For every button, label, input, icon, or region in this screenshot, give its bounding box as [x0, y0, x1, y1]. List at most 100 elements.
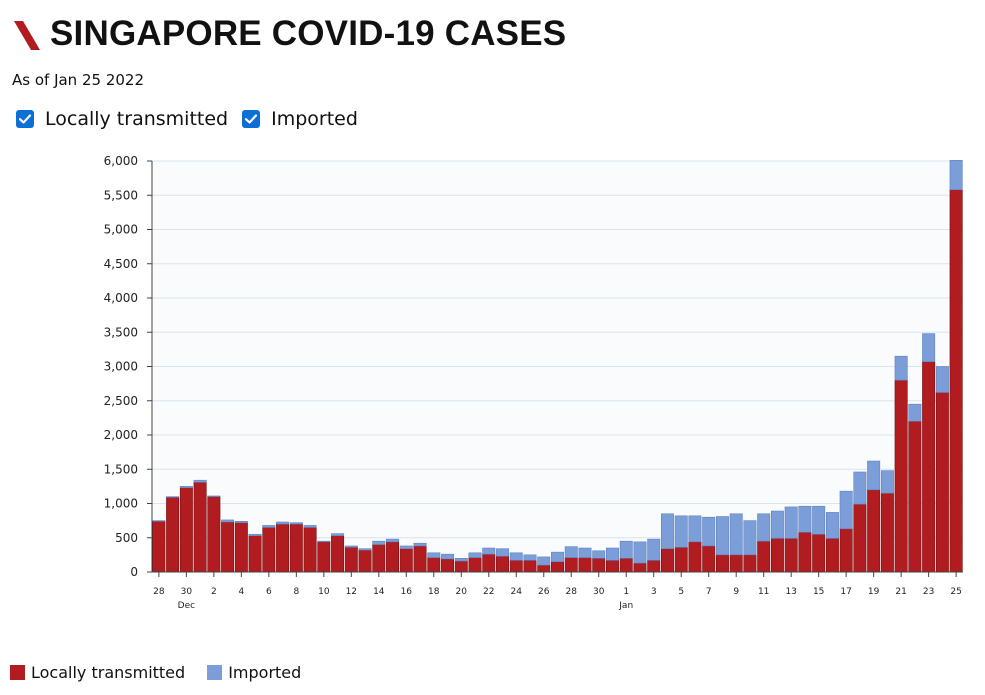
x-tick-label: 18 [428, 587, 440, 597]
bar-local [207, 496, 221, 573]
bar-imported [702, 516, 716, 547]
bar-imported [592, 550, 606, 559]
bar-imported [908, 403, 922, 422]
bar-local [221, 521, 235, 573]
bar-imported [949, 160, 963, 191]
bar-local [770, 538, 784, 573]
bar-imported [221, 519, 235, 523]
bar-imported [606, 547, 619, 561]
x-tick-label: 3 [651, 587, 657, 597]
bar-imported [880, 470, 894, 494]
bar-imported [825, 512, 839, 539]
bar-imported [853, 471, 867, 505]
bar-local [853, 503, 867, 573]
bar-imported [358, 548, 372, 551]
x-tick-label: 10 [318, 587, 330, 597]
bar-local [894, 379, 908, 573]
bar-local [179, 487, 193, 573]
bar-imported [248, 534, 262, 536]
bar-local [606, 560, 619, 573]
toggle-label: Imported [271, 108, 358, 130]
y-tick-label: 4,500 [104, 257, 138, 271]
y-tick-label: 3,500 [104, 325, 138, 339]
toggle-locally-transmitted[interactable]: Locally transmitted [16, 108, 228, 130]
legend-swatch [207, 665, 223, 680]
bar-imported [454, 557, 468, 562]
y-tick-label: 2,000 [104, 428, 138, 442]
checkbox-imported[interactable] [242, 110, 261, 128]
bar-imported [784, 506, 798, 539]
bar-imported [303, 525, 317, 528]
bar-local [660, 548, 674, 573]
x-tick-label: 6 [266, 587, 272, 597]
bar-local [413, 545, 427, 573]
x-tick-label: 28 [153, 587, 165, 597]
bar-local [537, 564, 551, 573]
bar-imported [372, 540, 386, 545]
x-tick-label: 22 [483, 587, 494, 597]
bar-imported [523, 554, 537, 561]
y-tick-label: 2,500 [104, 394, 138, 408]
bar-imported [674, 515, 688, 548]
bar-imported [234, 521, 248, 523]
bar-imported [427, 552, 441, 558]
x-tick-label: 16 [401, 587, 413, 597]
bar-imported [564, 546, 578, 558]
bar-local [386, 541, 400, 573]
bar-local [784, 538, 798, 573]
bar-local [317, 541, 331, 573]
brand-logo-icon [14, 21, 40, 50]
bar-local [399, 548, 413, 573]
bar-imported [688, 515, 702, 543]
bar-local [619, 557, 633, 573]
bar-local [496, 555, 509, 573]
bar-imported [441, 553, 455, 560]
x-tick-label: 13 [785, 587, 796, 597]
x-tick-label: 17 [840, 587, 851, 597]
as-of-date: As of Jan 25 2022 [12, 71, 144, 89]
toggle-label: Locally transmitted [45, 108, 229, 130]
toggle-imported[interactable]: Imported [242, 108, 358, 130]
bar-local [839, 528, 853, 573]
bar-local [729, 554, 743, 573]
legend-swatch [10, 665, 25, 680]
bar-imported [935, 366, 949, 393]
bar-imported [496, 548, 509, 557]
checkbox-locally-transmitted[interactable] [16, 110, 34, 128]
bar-imported [633, 541, 647, 564]
x-tick-label: 12 [346, 587, 357, 597]
bar-local [867, 489, 881, 573]
bar-local [358, 549, 372, 573]
bar-imported [729, 513, 743, 556]
bar-local [234, 522, 248, 573]
bar-local [757, 540, 771, 573]
bar-local [427, 557, 441, 573]
bar-local [949, 189, 963, 573]
bar-imported [166, 496, 180, 498]
bar-imported [798, 505, 812, 533]
bar-imported [413, 542, 427, 547]
x-month-label: Dec [178, 601, 195, 611]
bar-local [441, 558, 455, 573]
bar-imported [715, 516, 729, 556]
stacked-bar-chart: 0 500 1,000 1,500 2,000 2,500 3,000 3,500 4,000 4… [104, 154, 963, 611]
bar-local [248, 535, 262, 573]
x-tick-label: 1 [623, 587, 629, 597]
y-tick-label: 4,000 [104, 291, 138, 305]
legend-label: Locally transmitted [31, 663, 186, 682]
bar-imported [317, 540, 331, 543]
bar-imported [344, 545, 358, 548]
legend-item-locally-transmitted: Locally transmitted [10, 663, 185, 682]
x-tick-label: 19 [868, 587, 880, 597]
bar-imported [468, 552, 482, 558]
bar-imported [743, 520, 757, 556]
x-tick-label: 14 [373, 587, 385, 597]
bar-local [193, 481, 207, 573]
bar-imported [867, 460, 881, 491]
bar-imported [757, 513, 771, 542]
bar-local [908, 420, 922, 573]
x-tick-label: 23 [923, 587, 934, 597]
x-tick-label: 21 [895, 587, 906, 597]
bar-imported [551, 551, 564, 563]
bar-local [523, 560, 537, 573]
